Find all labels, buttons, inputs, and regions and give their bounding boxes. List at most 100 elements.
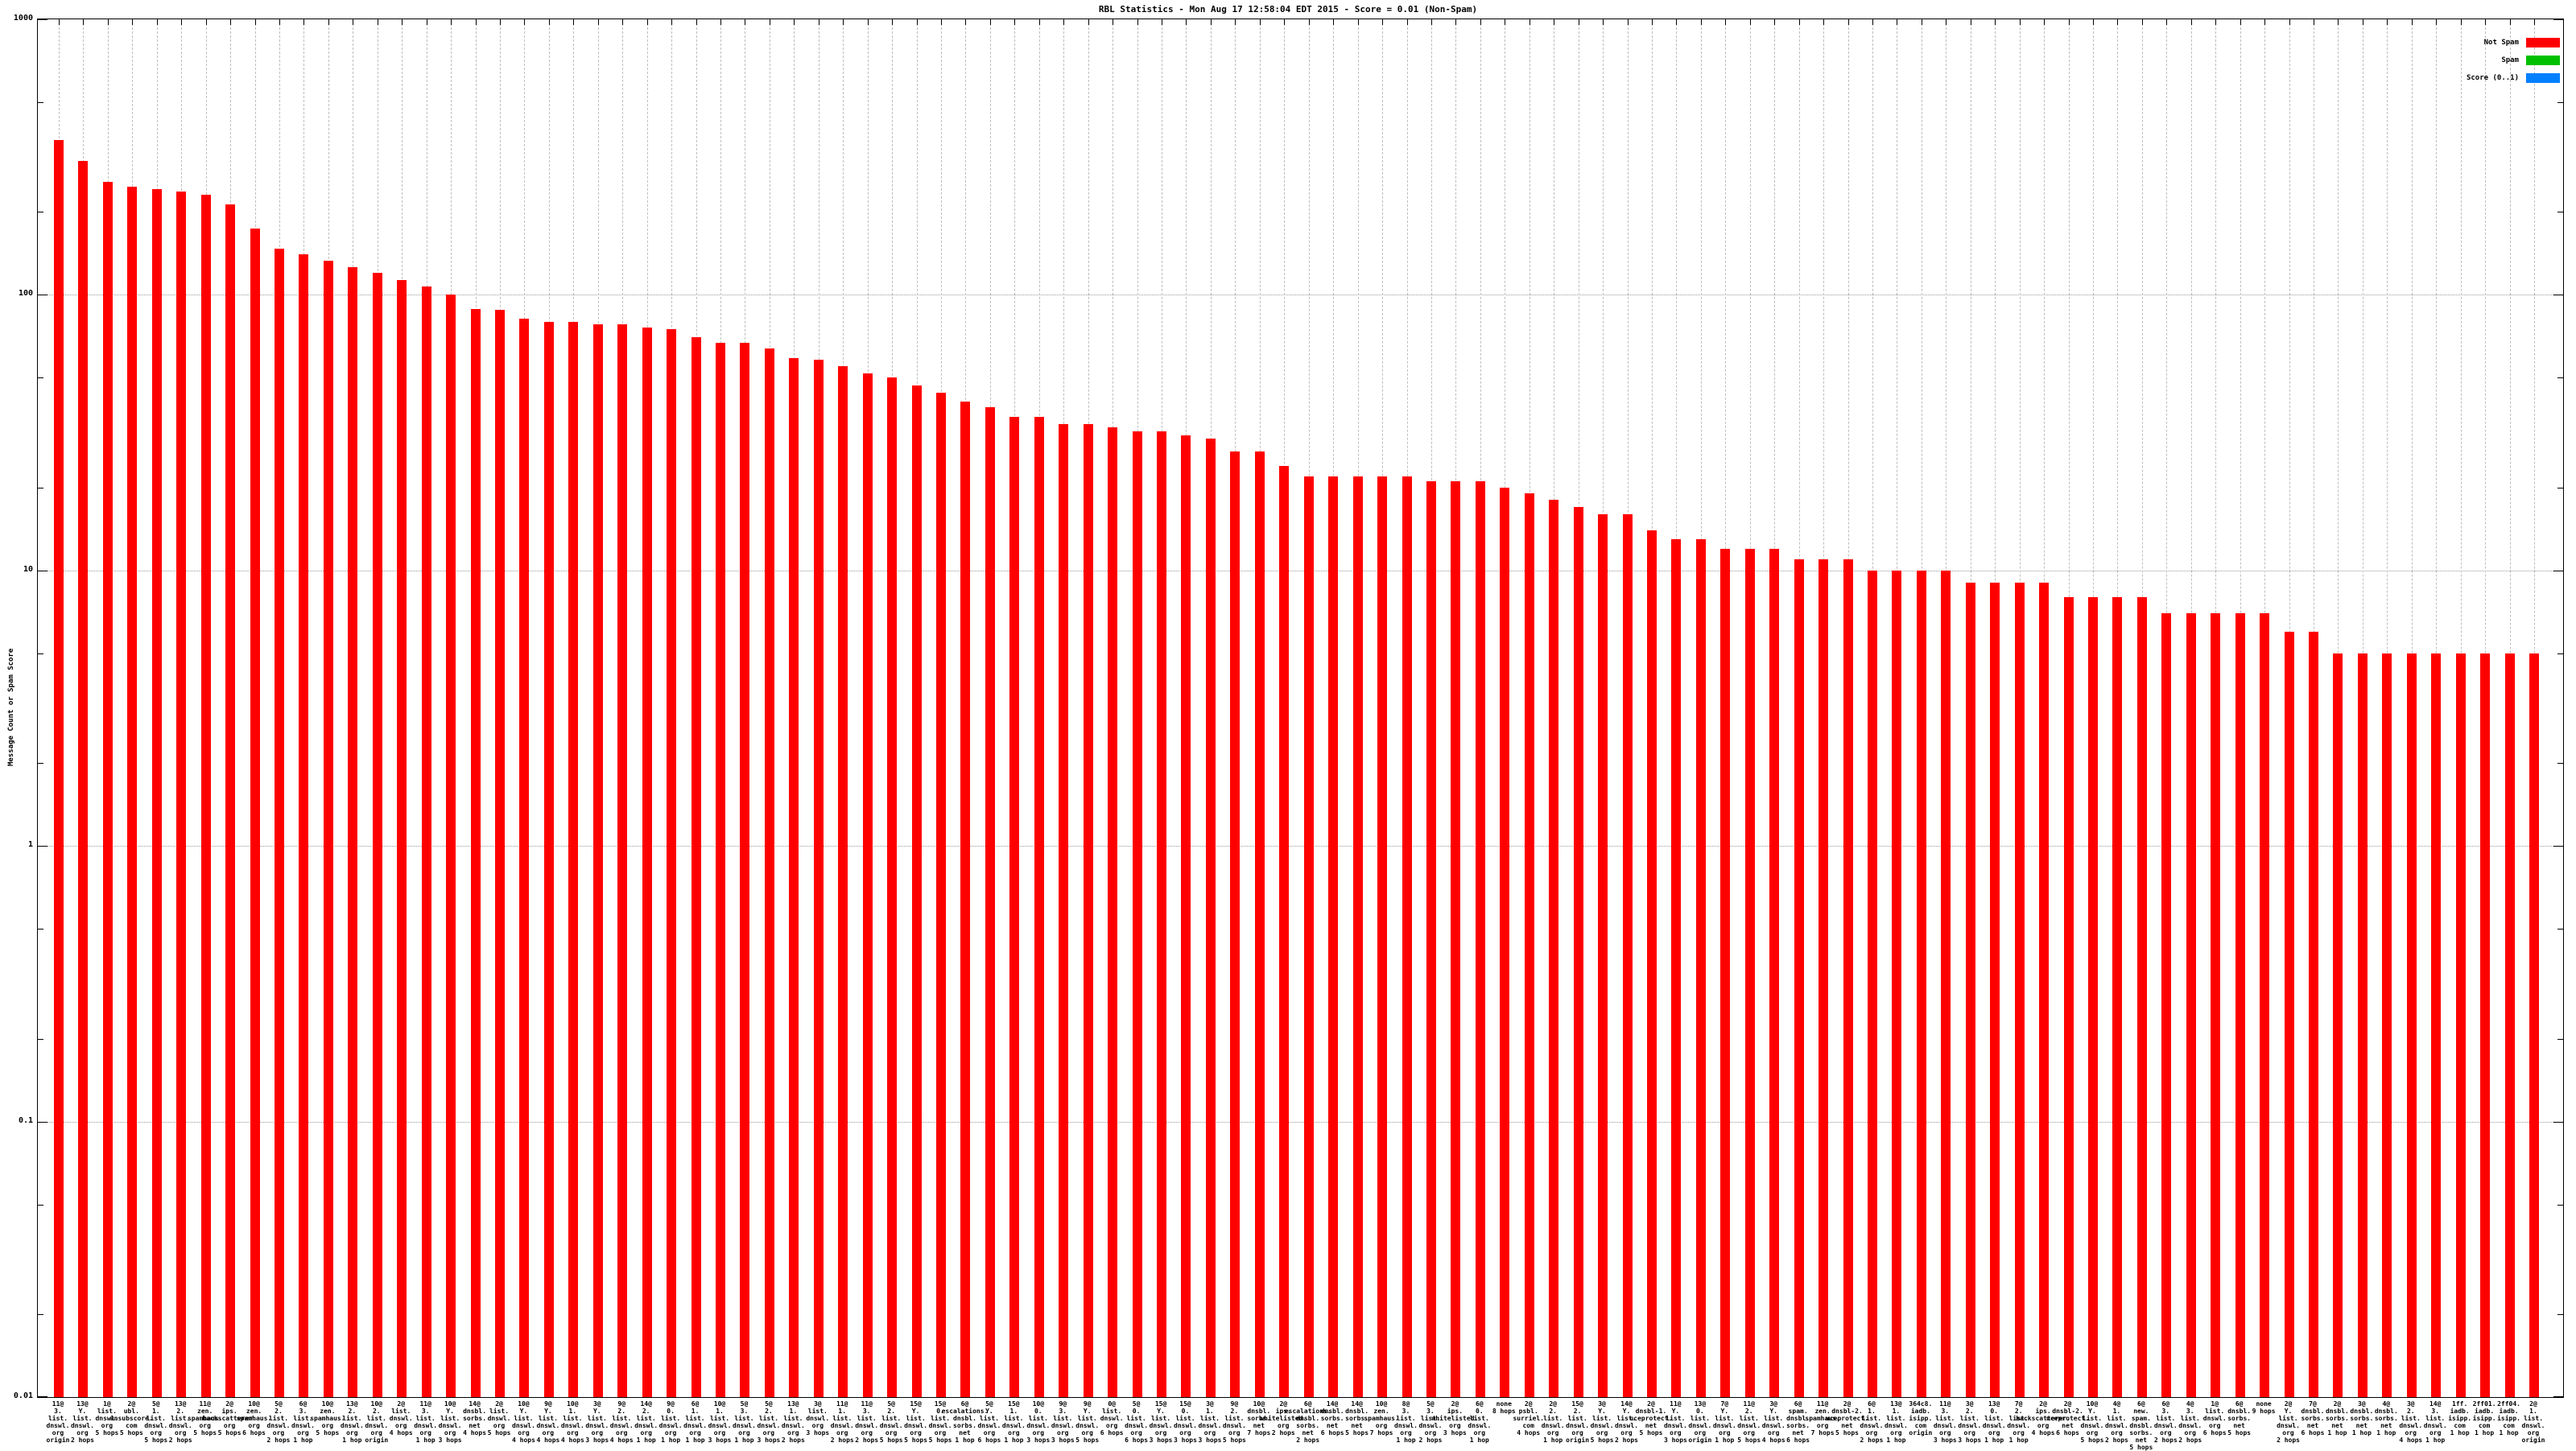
bar-not-spam bbox=[1671, 538, 1682, 1397]
x-axis-label-line: 3. bbox=[2186, 1408, 2194, 1415]
x-axis-label-line: 6 hops bbox=[2202, 1429, 2227, 1437]
bar-not-spam bbox=[2063, 596, 2074, 1397]
x-axis-label: 14@ dnsbl. sorbs. net 5 hops bbox=[1345, 1400, 1368, 1437]
x-axis-top-tick bbox=[2141, 19, 2143, 25]
x-axis-label-line: org bbox=[2086, 1429, 2099, 1437]
x-axis-label-line: 3 hops bbox=[1051, 1437, 1075, 1444]
bar-not-spam bbox=[1377, 476, 1388, 1397]
x-axis-label-line: 6 hops bbox=[2056, 1429, 2079, 1437]
x-axis-label-line: dnswl. bbox=[2277, 1422, 2300, 1429]
x-axis-label: 5@ 0. list. dnswl. org 6 hops bbox=[1125, 1400, 1148, 1444]
x-axis-label-line: org bbox=[52, 1429, 64, 1437]
x-axis-label-line: sorbs. bbox=[2350, 1415, 2374, 1422]
x-axis-label-line: 1. bbox=[716, 1408, 724, 1415]
x-axis-label-line: whitelisted. bbox=[1431, 1415, 1479, 1422]
x-axis-label-line: spamhaus. bbox=[187, 1415, 223, 1422]
x-axis-label-line: 2 hops bbox=[2104, 1437, 2128, 1444]
x-axis-label-line: org bbox=[885, 1429, 898, 1437]
x-axis-label-line: org bbox=[689, 1429, 701, 1437]
x-axis-label-line: 6@ bbox=[299, 1400, 308, 1408]
x-axis-label-line: com bbox=[2503, 1422, 2515, 1429]
x-axis-label-line: 6@ bbox=[1868, 1400, 1876, 1408]
y-axis-minor-tick bbox=[38, 377, 43, 379]
bar-not-spam bbox=[1426, 481, 1436, 1397]
x-axis-top-tick bbox=[1823, 19, 1825, 25]
x-axis-top-tick bbox=[2460, 19, 2462, 25]
x-axis-label-line: ips. bbox=[221, 1408, 237, 1415]
x-axis-label-line: 3. bbox=[740, 1408, 749, 1415]
x-axis-label-line: 7 hops bbox=[1810, 1429, 1835, 1437]
x-axis-label-line: 3@ bbox=[1598, 1400, 1606, 1408]
x-axis-label-line: dnswl. bbox=[438, 1422, 462, 1429]
x-axis-label-line: 2. bbox=[887, 1408, 895, 1415]
x-axis-label-line: net bbox=[2135, 1437, 2148, 1444]
x-axis-top-tick bbox=[989, 19, 991, 25]
x-axis-label-line: dnswl. bbox=[1737, 1422, 1761, 1429]
bar-not-spam bbox=[2014, 583, 2025, 1397]
x-axis-label-line: 9@ bbox=[1230, 1400, 1239, 1408]
bar-not-spam bbox=[838, 366, 848, 1397]
x-axis-label-line: 5 hops bbox=[119, 1429, 143, 1437]
x-axis-label-line: Y. bbox=[1769, 1408, 1777, 1415]
x-axis-label-line: dnsbl. bbox=[1247, 1408, 1271, 1415]
x-axis-label-line: 11@ bbox=[1816, 1400, 1829, 1408]
x-axis-label-line: net bbox=[1645, 1422, 1657, 1429]
plot-area bbox=[37, 19, 2564, 1398]
x-axis-label-line: list. bbox=[857, 1415, 877, 1422]
x-axis-label-line: backscatterer. bbox=[202, 1415, 257, 1422]
x-axis-label: 10@ 1. list. dnswl. org 3 hops bbox=[708, 1400, 732, 1444]
x-axis-label: 14@ 3. list. dnswl. org 1 hop bbox=[2424, 1400, 2447, 1444]
x-axis-label-line: 3@ bbox=[592, 1400, 601, 1408]
x-axis-label-line: 6 hops bbox=[2301, 1429, 2325, 1437]
grid-line-horizontal bbox=[38, 846, 2563, 847]
x-axis-label-line: iadb. bbox=[2475, 1408, 2495, 1415]
x-axis-label-line: list. bbox=[1199, 1415, 1220, 1422]
x-axis-label-line: dnswl. bbox=[904, 1422, 928, 1429]
x-axis-label-line: list. bbox=[881, 1415, 902, 1422]
x-axis-label: 6@ escalations. dnsbl. sorbs. net 2 hops bbox=[1285, 1400, 1331, 1444]
x-axis-label: 3@ 2. list. dnswl. org 4 hops bbox=[2399, 1400, 2422, 1444]
x-axis-label-line: origin bbox=[2521, 1437, 2545, 1444]
bar-not-spam bbox=[1695, 538, 1706, 1397]
x-axis-label: 6@ 3. list. dnswl. org 2 hops bbox=[2154, 1400, 2178, 1444]
x-axis-label-line: ubl. bbox=[123, 1408, 139, 1415]
x-axis-label: 11@ 3. list. dnswl. org 3 hops bbox=[1934, 1400, 1957, 1444]
x-axis-label-line: 3@ bbox=[1769, 1400, 1777, 1408]
x-axis-label-line: spamhaus. bbox=[236, 1415, 272, 1422]
x-axis-label-line: 1 hop bbox=[342, 1437, 362, 1444]
x-axis-label: 6@ 3. list. dnswl. org 1 hop bbox=[291, 1400, 315, 1444]
x-axis-label-line: 5 hops bbox=[2080, 1437, 2104, 1444]
x-axis-label-line: 3 hops bbox=[1933, 1437, 1957, 1444]
bar-not-spam bbox=[225, 204, 236, 1397]
x-axis-label-line: 7@ bbox=[2309, 1400, 2317, 1408]
x-axis-label: 6@ 1. list. dnswl. org 1 hop bbox=[683, 1400, 707, 1444]
bar-not-spam bbox=[421, 286, 431, 1397]
x-axis-label-line: dnswl. bbox=[536, 1422, 560, 1429]
x-axis-top-tick bbox=[1308, 19, 1310, 25]
bar-not-spam bbox=[813, 360, 824, 1397]
x-axis-top-tick bbox=[2485, 19, 2487, 25]
x-axis-top-tick bbox=[2411, 19, 2413, 25]
x-axis-label-line: dnswl. bbox=[1958, 1422, 1982, 1429]
x-axis-label-line: 3 hops bbox=[1443, 1429, 1467, 1437]
x-axis-label-line: org bbox=[150, 1429, 162, 1437]
bar-not-spam bbox=[323, 261, 333, 1397]
x-axis-label-line: iadb. bbox=[2450, 1408, 2470, 1415]
x-axis-label-line: dnswl. bbox=[1418, 1422, 1443, 1429]
x-axis-label-line: org bbox=[1032, 1429, 1045, 1437]
x-axis-label-line: org bbox=[1228, 1429, 1241, 1437]
x-axis-label-line: org bbox=[1743, 1429, 1755, 1437]
x-axis-label-line: 5 hops bbox=[2129, 1444, 2153, 1451]
x-axis-label: 10@ Y. list. dnswl. org 4 hops bbox=[512, 1400, 535, 1444]
x-axis-label: 11@ 3. list. dnswl. org 2 hops bbox=[855, 1400, 878, 1444]
x-axis-label: 13@ 1. list. dnswl. org 1 hop bbox=[1885, 1400, 1908, 1444]
x-axis-label: 15@ Y. list. dnswl. org 5 hops bbox=[904, 1400, 927, 1444]
x-axis-label-line: org bbox=[493, 1422, 506, 1429]
x-axis-label: 11@ Y. list. dnswl. org 3 hops bbox=[1664, 1400, 1687, 1444]
x-axis-label-line: 1@ bbox=[103, 1400, 111, 1408]
x-axis-top-tick bbox=[230, 19, 232, 25]
x-axis-label: 2@ 1. list. dnswl. org origin bbox=[2522, 1400, 2545, 1444]
x-axis-top-tick bbox=[2044, 19, 2046, 25]
bar-not-spam bbox=[1867, 570, 1877, 1397]
x-axis-label-line: 2@ bbox=[397, 1400, 406, 1408]
